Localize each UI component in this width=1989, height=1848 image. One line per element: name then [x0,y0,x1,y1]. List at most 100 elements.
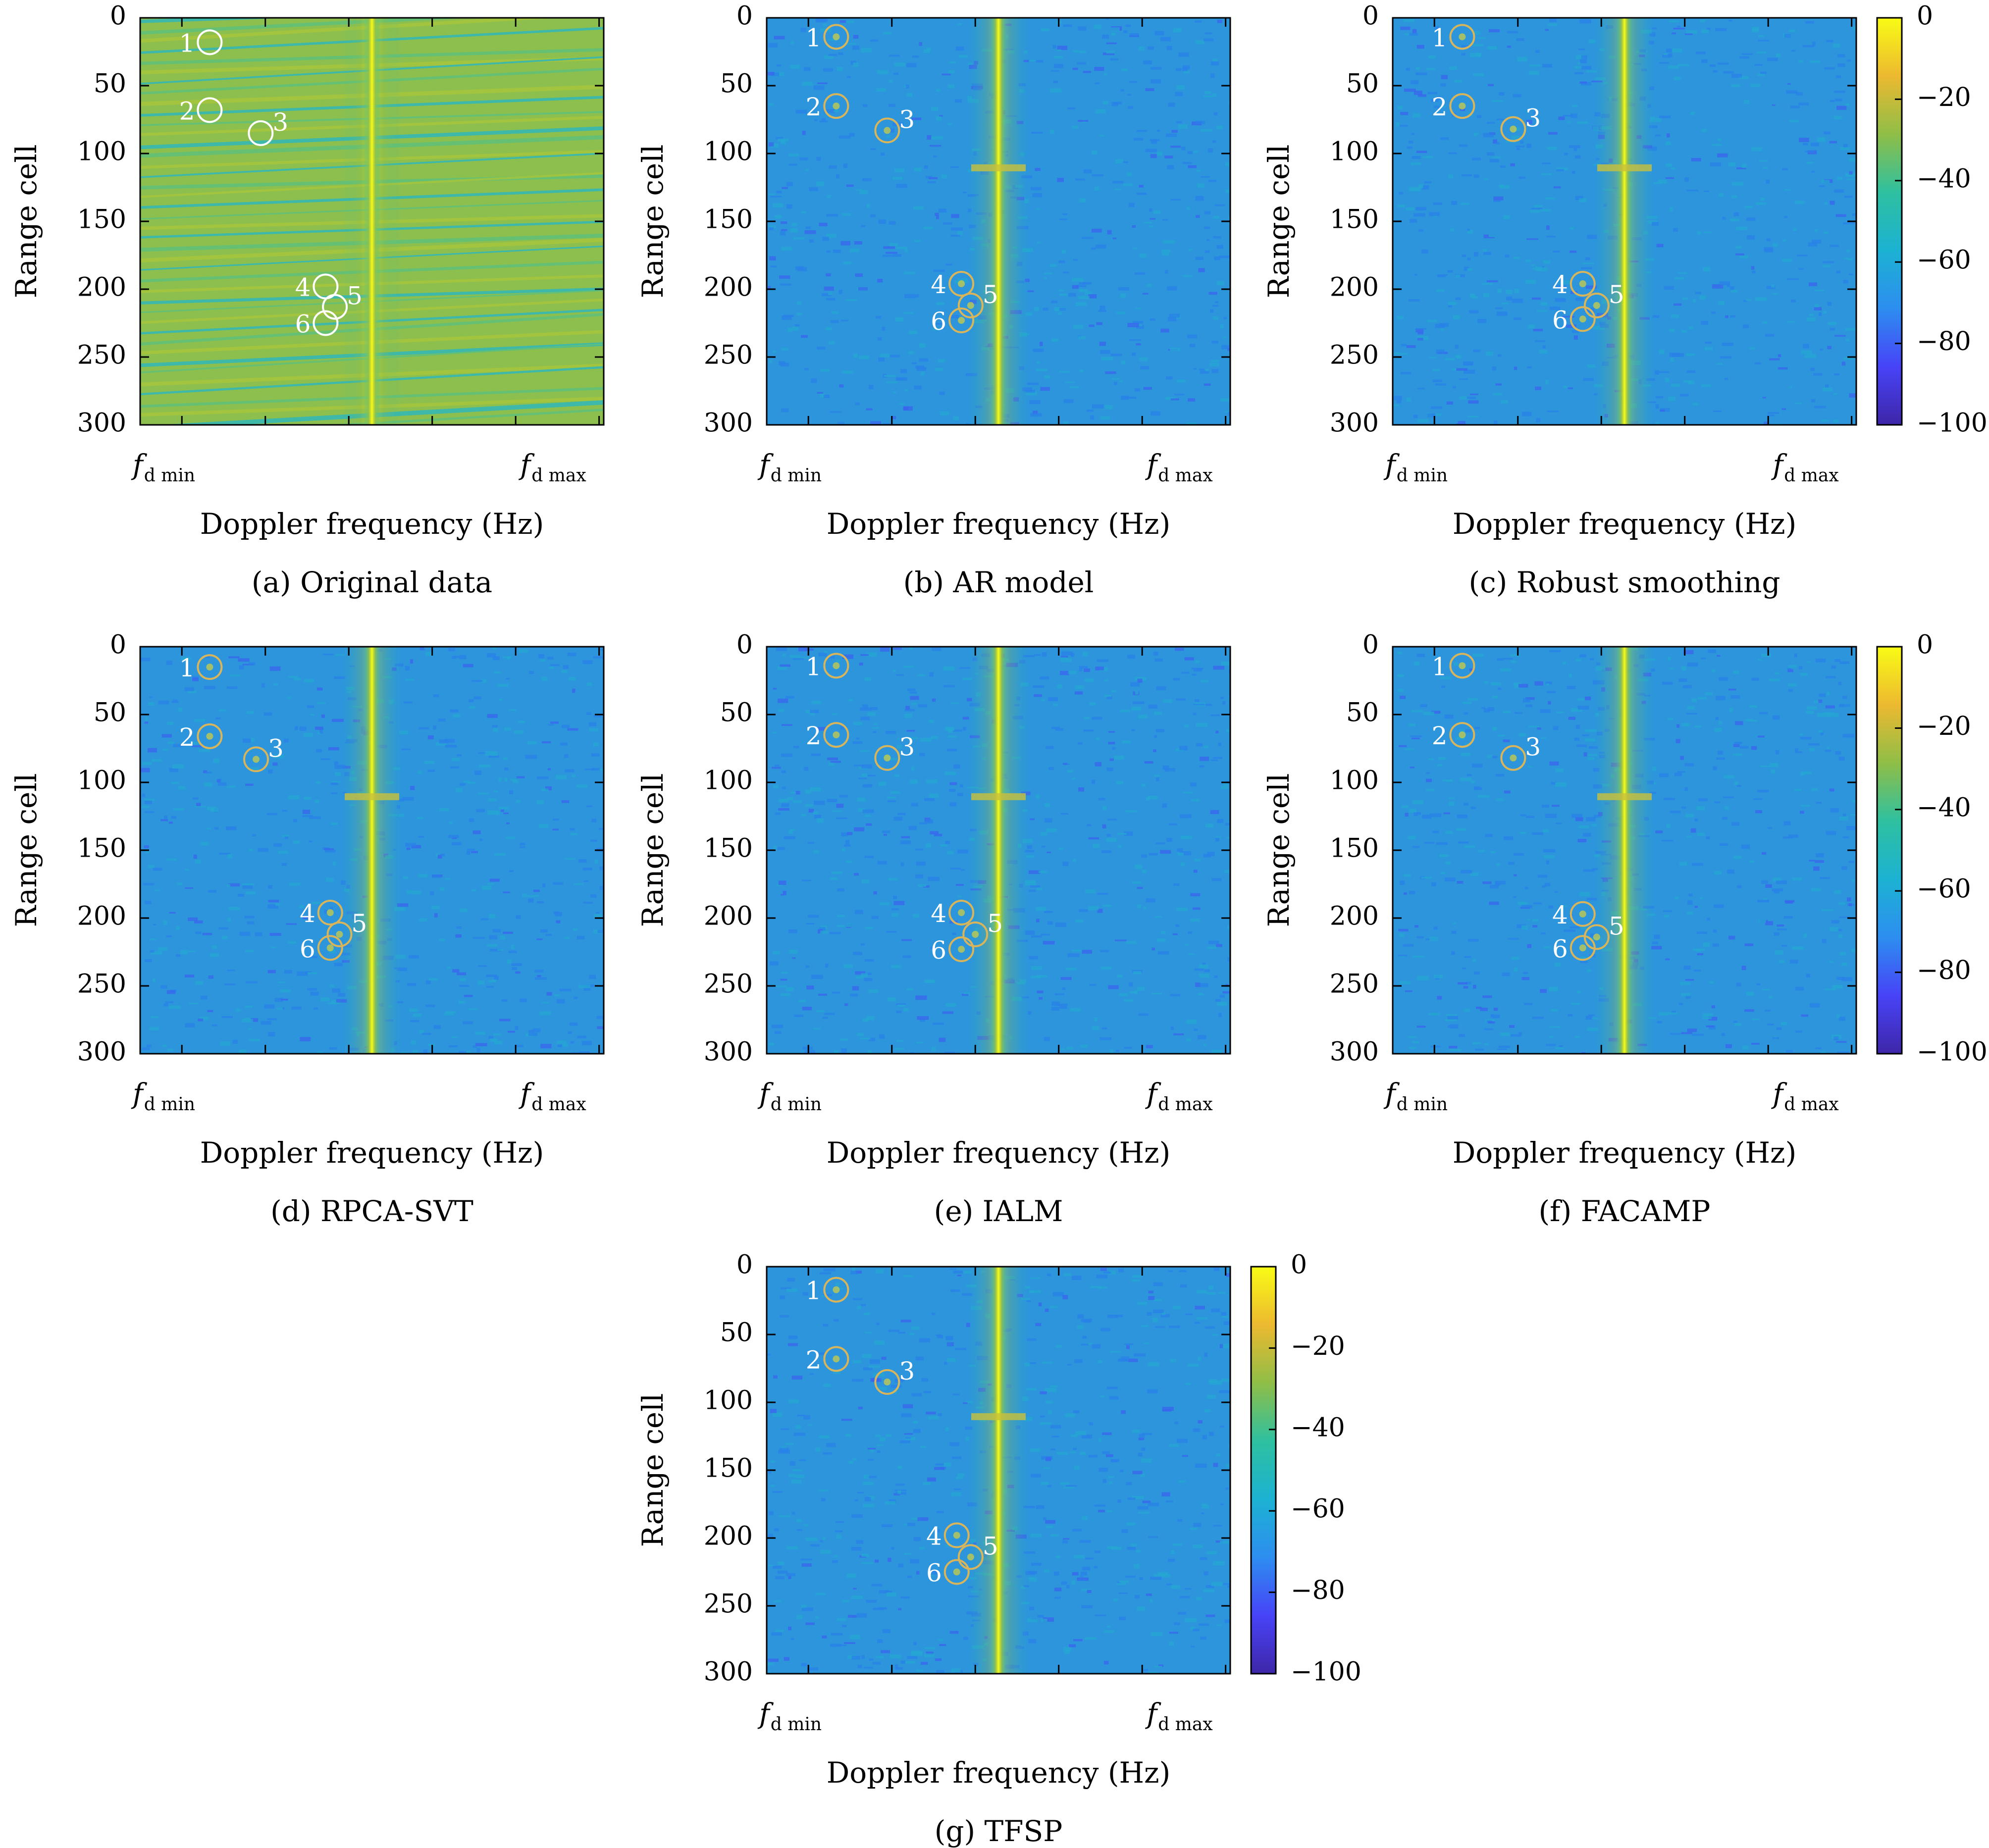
noise-texel [169,912,176,914]
noise-texel [831,871,843,874]
noise-texel [176,926,180,930]
noise-texel [1142,1500,1151,1503]
target-marker [962,921,989,947]
tick-sub: d max [1784,1094,1838,1115]
noise-texel [1587,969,1592,972]
noise-texel [1784,33,1791,38]
target-marker [874,745,900,771]
target-marker [948,936,975,963]
noise-texel [1486,122,1495,124]
noise-texel [565,769,575,772]
noise-texel [1767,412,1780,414]
target-marker [948,900,975,926]
noise-texel [1769,763,1779,768]
noise-texel [771,767,781,769]
target-label: 1 [806,652,822,681]
colorbar-tick-label: −80 [1917,327,1971,357]
noise-texel [1197,1035,1206,1039]
noise-texel [1119,1580,1129,1583]
noise-texel [883,423,893,425]
noise-texel [1496,774,1505,777]
noise-texel [1543,946,1551,949]
noise-texel [837,1287,844,1289]
noise-texel [1827,691,1830,695]
noise-texel [886,1591,892,1592]
noise-texel [1656,244,1664,248]
noise-texel [953,1270,963,1274]
y-tick-label: 100 [704,766,753,796]
noise-texel [1681,1032,1692,1034]
noise-texel [293,819,298,822]
noise-texel [1800,771,1812,774]
noise-texel [1477,795,1490,798]
noise-texel [1166,46,1172,51]
noise-texel [828,38,837,41]
noise-texel [1531,207,1543,209]
noise-texel [1119,993,1128,996]
noise-texel [1739,256,1748,258]
noise-texel [801,1607,813,1611]
noise-texel [775,215,782,219]
noise-texel [896,378,905,380]
noise-texel [926,1411,936,1415]
noise-texel [823,1452,832,1455]
noise-texel [1205,1585,1214,1588]
noise-texel [1060,1048,1065,1050]
noise-texel [1653,182,1663,184]
noise-texel [561,670,568,673]
noise-texel [834,1050,838,1054]
noise-texel [1094,1017,1098,1022]
noise-texel [218,927,229,930]
noise-texel [1482,283,1493,285]
noise-texel [1472,31,1480,35]
noise-texel [1434,105,1440,108]
noise-texel [1524,1003,1533,1005]
noise-texel [1221,1379,1230,1382]
noise-texel [831,311,839,314]
noise-texel [1070,1451,1076,1453]
noise-texel [397,903,409,907]
noise-texel [1676,724,1680,728]
noise-texel [1137,904,1142,908]
noise-texel [1754,362,1761,364]
noise-texel [924,979,935,983]
noise-texel [1092,779,1096,784]
noise-texel [1215,730,1219,733]
noise-texel [963,992,970,996]
noise-texel [904,1553,912,1555]
noise-texel [955,47,964,51]
noise-texel [226,786,230,788]
noise-texel [900,840,911,844]
noise-texel [1185,1313,1193,1315]
noise-texel [1440,137,1449,140]
noise-texel [1051,301,1057,304]
noise-texel [893,648,902,650]
plot-area: 12 34 56 [767,647,1230,1054]
noise-texel [1462,174,1472,177]
noise-texel [1540,737,1547,739]
noise-texel [1130,1543,1137,1546]
noise-texel [1754,64,1763,66]
noise-texel [512,967,517,970]
noise-texel [1063,271,1069,274]
noise-texel [1815,229,1818,232]
noise-texel [1674,303,1682,306]
noise-texel [249,1039,261,1041]
noise-texel [1393,404,1400,407]
noise-texel [1193,1629,1200,1632]
noise-texel [1792,946,1804,950]
noise-texel [1037,975,1047,978]
noise-texel [1586,285,1597,289]
noise-texel [1678,272,1687,274]
noise-texel [878,357,885,362]
noise-texel [1788,834,1799,838]
noise-texel [855,971,866,975]
noise-texel [1182,791,1193,794]
noise-texel [439,938,445,941]
noise-texel [1464,363,1473,366]
noise-texel [1029,1577,1037,1582]
noise-texel [1684,177,1689,182]
noise-texel [267,904,278,909]
noise-texel [950,868,961,870]
noise-texel [1416,936,1424,939]
